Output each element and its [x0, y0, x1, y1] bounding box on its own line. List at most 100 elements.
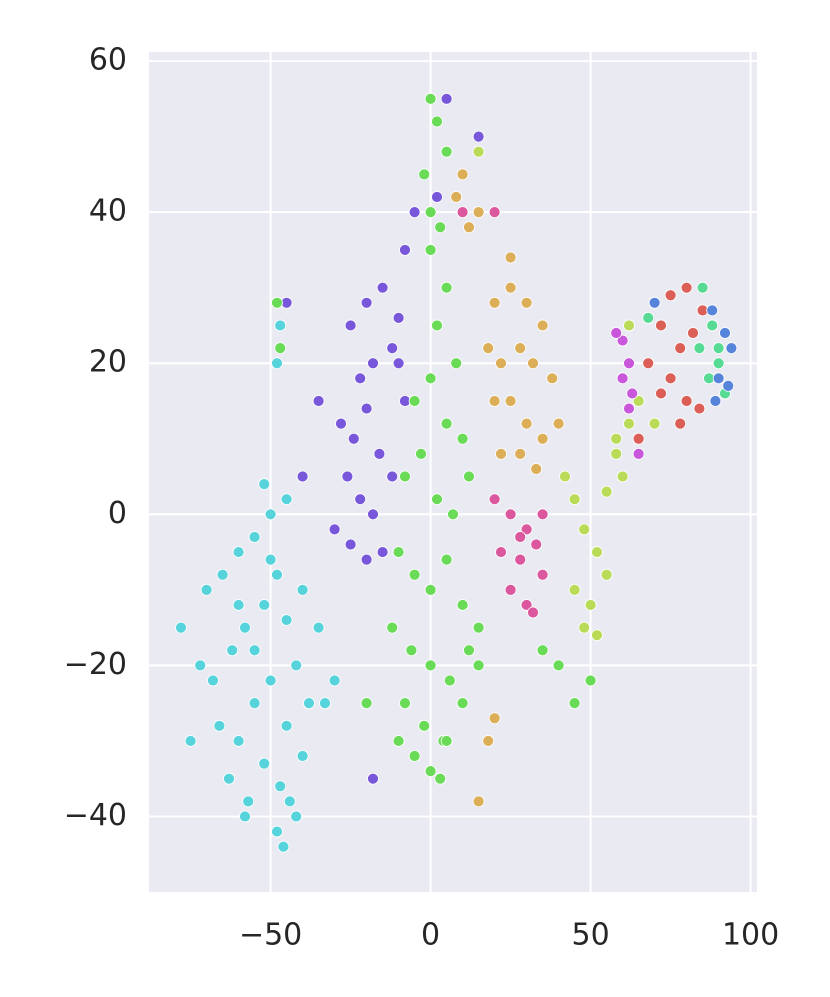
scatter-point [431, 115, 443, 128]
scatter-point [200, 583, 213, 596]
scatter-point [344, 319, 357, 332]
scatter-point [664, 289, 677, 302]
scatter-point [392, 735, 405, 747]
scatter-point [674, 417, 687, 430]
scatter-point [472, 145, 485, 158]
scatter-point [341, 470, 354, 483]
scatter-point [709, 395, 722, 407]
scatter-point [706, 304, 719, 317]
scatter-point [520, 296, 533, 309]
scatter-point [504, 281, 517, 294]
y-tick-label: 40 [89, 194, 127, 229]
scatter-point [376, 281, 389, 294]
scatter-point [568, 583, 581, 596]
scatter-point [520, 523, 533, 536]
scatter-point [527, 606, 539, 619]
x-tick-label: 50 [572, 918, 610, 953]
scatter-point [591, 546, 603, 558]
scatter-point [408, 568, 421, 581]
scatter-point [424, 206, 437, 219]
scatter-point [530, 463, 543, 475]
scatter-point [680, 281, 693, 294]
scatter-point [536, 644, 549, 657]
scatter-point [194, 659, 207, 672]
scatter-point [424, 583, 437, 596]
scatter-point [264, 553, 277, 566]
scatter-point [600, 485, 613, 498]
scatter-point [280, 719, 293, 732]
scatter-point [504, 583, 517, 596]
scatter-point [360, 553, 373, 566]
scatter-point [504, 395, 517, 407]
scatter-point [360, 296, 373, 309]
scatter-point [693, 402, 706, 415]
scatter-point [712, 372, 725, 385]
scatter-point [456, 206, 469, 219]
scatter-point [274, 780, 287, 793]
scatter-point [386, 621, 399, 634]
scatter-point [232, 735, 245, 747]
scatter-point [440, 553, 453, 566]
scatter-point [319, 697, 331, 710]
scatter-point [472, 130, 485, 143]
scatter-point [520, 599, 533, 611]
scatter-point [600, 568, 613, 581]
scatter-point [440, 735, 453, 747]
scatter-point [415, 447, 427, 460]
scatter-point [367, 772, 379, 785]
scatter-point [463, 470, 475, 483]
scatter-point [488, 206, 501, 219]
scatter-point [392, 357, 405, 370]
scatter-point [520, 417, 533, 430]
scatter-point [456, 697, 469, 710]
scatter-point [303, 697, 315, 710]
scatter-point [408, 206, 421, 219]
scatter-point [347, 432, 360, 445]
scatter-point [495, 447, 507, 460]
scatter-point [616, 334, 629, 347]
scatter-point [610, 432, 623, 445]
scatter-point [536, 568, 549, 581]
scatter-point [376, 546, 389, 558]
scatter-point [424, 765, 437, 778]
scatter-point [536, 432, 549, 445]
scatter-point [424, 659, 437, 672]
scatter-point [408, 750, 421, 762]
scatter-point [367, 508, 379, 521]
scatter-point [271, 825, 283, 838]
scatter-point [536, 319, 549, 332]
scatter-point [344, 538, 357, 551]
scatter-point [674, 342, 687, 355]
scatter-point [271, 568, 283, 581]
scatter-point [184, 735, 197, 747]
scatter-point [472, 621, 485, 634]
scatter-point [290, 810, 303, 823]
scatter-point [360, 697, 373, 710]
scatter-point [456, 432, 469, 445]
scatter-point [431, 493, 443, 506]
scatter-point [213, 719, 226, 732]
scatter-point [610, 327, 623, 339]
scatter-point [552, 659, 565, 672]
scatter-point [623, 357, 635, 370]
scatter-point [283, 795, 296, 808]
scatter-point [623, 402, 635, 415]
scatter-point [434, 221, 447, 234]
scatter-point [232, 546, 245, 558]
scatter-point [440, 92, 453, 105]
scatter-point [354, 372, 367, 385]
scatter-point [239, 621, 251, 634]
scatter-point [264, 508, 277, 521]
scatter-point [431, 319, 443, 332]
scatter-point [248, 644, 261, 657]
scatter-point [712, 357, 725, 370]
scatter-point [296, 583, 309, 596]
scatter-point [264, 674, 277, 687]
scatter-point [242, 795, 255, 808]
scatter-point [642, 311, 655, 324]
scatter-point [706, 319, 719, 332]
scatter-point [399, 470, 411, 483]
scatter-point [399, 697, 411, 710]
scatter-point [495, 546, 507, 558]
scatter-point [514, 531, 527, 543]
